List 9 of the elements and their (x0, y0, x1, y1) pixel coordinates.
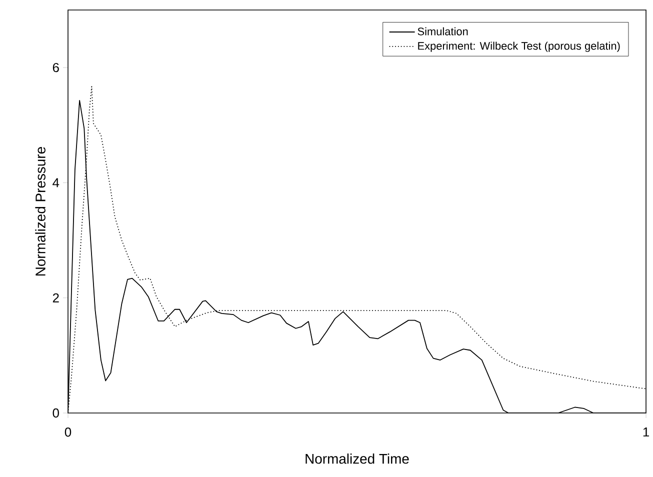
x-tick-label: 1 (643, 428, 649, 436)
legend-label: Simulation (418, 27, 468, 36)
y-axis-title: Normalized Pressure (35, 147, 46, 276)
y-tick-label: 6 (52, 62, 59, 72)
y-tick-label: 2 (52, 293, 59, 302)
y-tick-label: 0 (52, 408, 59, 418)
legend-label: Experiment: Wilbeck Test (porous gelatin) (418, 42, 620, 52)
x-axis-title: Normalized Time (306, 454, 409, 464)
y-tick-label: 4 (52, 178, 60, 188)
